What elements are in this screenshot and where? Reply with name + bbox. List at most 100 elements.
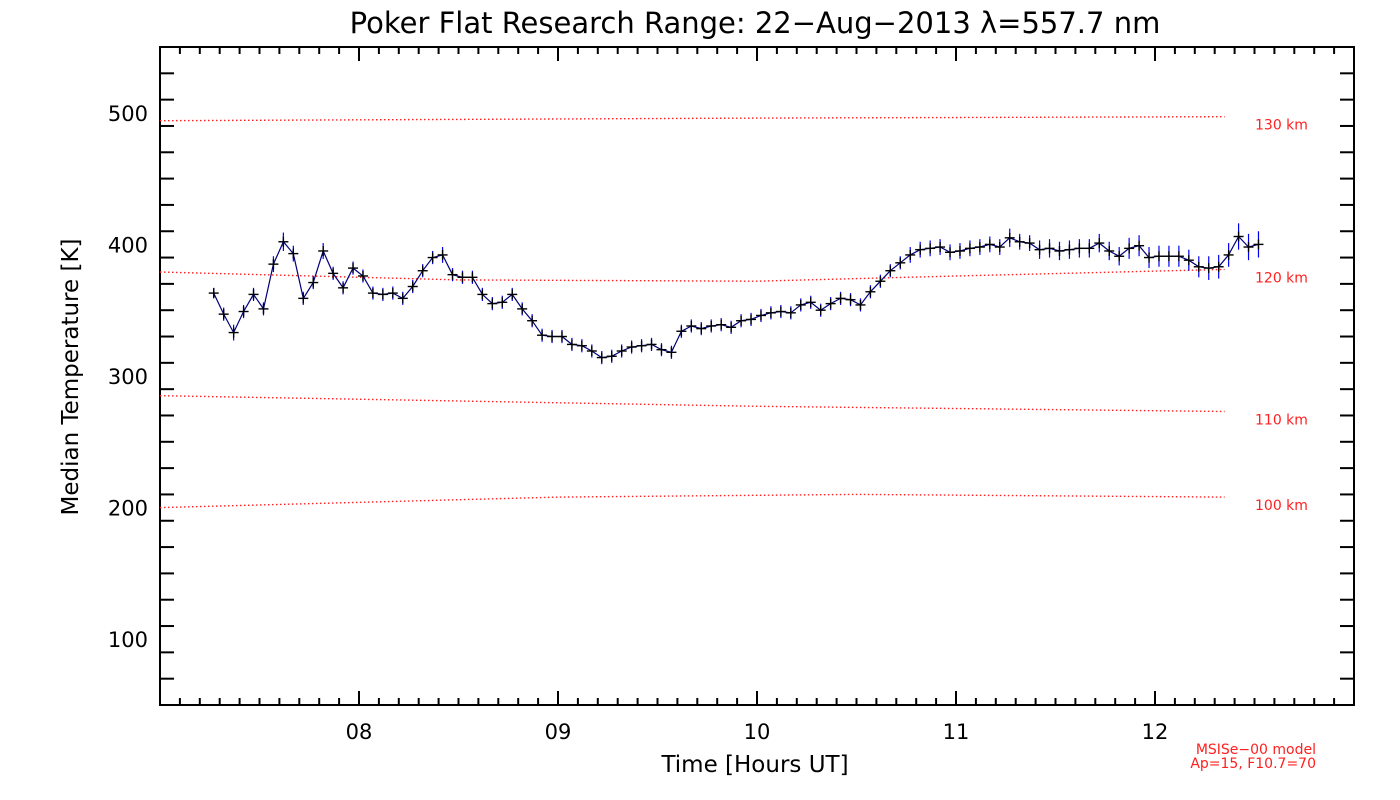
data-point: [1094, 238, 1105, 249]
data-point: [377, 289, 388, 300]
data-point: [238, 306, 249, 317]
data-point: [606, 351, 617, 362]
data-point: [1223, 249, 1234, 260]
data-point: [1004, 232, 1015, 243]
data-point: [1014, 236, 1025, 247]
y-tick-label: 100: [108, 628, 148, 652]
data-point: [228, 327, 239, 338]
data-point: [447, 269, 458, 280]
data-point: [288, 248, 299, 259]
data-point: [1104, 245, 1115, 256]
model-line-label: 130 km: [1255, 118, 1308, 134]
data-point: [795, 299, 806, 310]
data-point: [835, 293, 846, 304]
plot-frame: [159, 46, 1355, 706]
data-point: [348, 263, 359, 274]
data-point: [676, 326, 687, 337]
data-point: [467, 272, 478, 283]
data-point: [387, 288, 398, 299]
data-point: [755, 310, 766, 321]
data-point: [547, 331, 558, 342]
data-point: [556, 331, 567, 342]
data-point: [646, 339, 657, 350]
data-point: [825, 298, 836, 309]
data-point: [437, 249, 448, 260]
data-point: [875, 276, 886, 287]
chart-title: Poker Flat Research Range: 22−Aug−2013 λ…: [350, 6, 1161, 40]
data-point: [328, 268, 339, 279]
data-point: [1153, 251, 1164, 262]
tick-labels: 08 09 10 11 12 100 200 300 400 500: [108, 102, 1168, 744]
y-tick-label: 300: [108, 365, 148, 389]
data-point: [308, 277, 319, 288]
data-point: [586, 345, 597, 356]
data-point: [686, 320, 697, 331]
data-point: [507, 289, 518, 300]
data-point: [845, 294, 856, 305]
y-axis-label: Median Temperature [K]: [58, 239, 84, 516]
data-point: [984, 239, 995, 250]
data-point: [1163, 251, 1174, 262]
data-point: [1054, 245, 1065, 256]
model-line: [159, 493, 1225, 509]
data-point: [1084, 243, 1095, 254]
data-point: [656, 344, 667, 355]
data-point: [706, 320, 717, 331]
data-point: [407, 281, 418, 292]
data-point: [696, 323, 707, 334]
data-point: [895, 257, 906, 268]
data-point: [278, 236, 289, 247]
y-tick-label: 400: [108, 233, 148, 257]
data-point: [726, 322, 737, 333]
data-point: [487, 298, 498, 309]
data-point: [1114, 251, 1125, 262]
x-tick-label: 09: [545, 720, 572, 744]
data-point: [457, 272, 468, 283]
data-point: [1044, 243, 1055, 254]
data-point: [616, 345, 627, 356]
data-point: [935, 242, 946, 253]
x-tick-label: 11: [943, 720, 970, 744]
data-point: [666, 347, 677, 358]
data-point: [1243, 242, 1254, 253]
data-point: [855, 299, 866, 310]
data-point: [576, 340, 587, 351]
x-tick-label: 10: [744, 720, 771, 744]
data-point: [1213, 261, 1224, 272]
data-point: [1203, 263, 1214, 274]
data-point: [954, 245, 965, 256]
data-point: [736, 315, 747, 326]
data-point: [785, 307, 796, 318]
data-point: [338, 282, 349, 293]
data-point: [1183, 255, 1194, 266]
data-point: [318, 245, 329, 256]
data-point: [1124, 243, 1135, 254]
data-point: [268, 259, 279, 270]
data-point: [765, 307, 776, 318]
series-line: [213, 235, 1259, 359]
data-point: [427, 252, 438, 263]
data-point: [1024, 238, 1035, 249]
data-point: [885, 265, 896, 276]
data-point: [596, 352, 607, 363]
data-point: [1253, 239, 1264, 250]
data-point: [636, 340, 647, 351]
data-point: [815, 305, 826, 316]
model-line: [159, 268, 1225, 282]
model-line-label: 120 km: [1255, 270, 1308, 286]
data-point: [1233, 231, 1244, 242]
y-tick-label: 200: [108, 497, 148, 521]
data-point: [964, 243, 975, 254]
data-point: [805, 297, 816, 308]
y-tick-label: 500: [108, 102, 148, 126]
data-point: [945, 247, 956, 258]
x-tick-label: 12: [1142, 720, 1169, 744]
data-point: [915, 244, 926, 255]
model-line: [159, 395, 1225, 413]
data-point: [905, 249, 916, 260]
data-point: [925, 243, 936, 254]
data-point: [746, 314, 757, 325]
x-axis-label: Time [Hours UT]: [660, 752, 848, 778]
data-series: [208, 223, 1264, 365]
